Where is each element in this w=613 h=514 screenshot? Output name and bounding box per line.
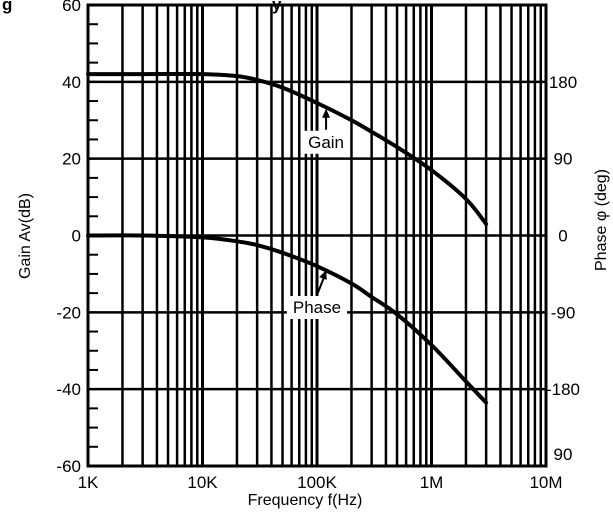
left-y-tick-label: -20 [56,303,81,322]
right-y-tick-label: 90 [554,150,573,169]
callout-gain-arrow-head [322,108,331,118]
right-y-tick-label: 180 [549,73,577,92]
right-y-tick-labels: 180 90 0 -90 -180 90 [546,73,580,464]
left-axis-minor-ticks [88,23,98,448]
callout-phase-label: Phase [293,298,341,317]
x-tick-label: 100K [297,473,337,492]
chart-title-partial-right: y [272,0,282,14]
callout-phase: Phase [286,270,348,319]
x-axis-title: Frequency f(Hz) [248,492,363,509]
left-y-tick-labels: 60 40 20 0 -20 -40 -60 [56,0,81,476]
x-tick-labels: 1K 10K 100K 1M 10M [78,473,563,492]
series-line-phase [86,233,489,405]
right-y-tick-label: -90 [551,303,576,322]
callout-phase-arrow-head [319,270,327,280]
left-y-tick-label: 40 [62,73,81,92]
x-tick-label: 1M [420,473,444,492]
x-tick-label: 10M [529,473,562,492]
x-tick-label: 1K [78,473,99,492]
chart-title-partial-left: g [2,0,12,14]
series-lines [86,71,489,405]
callout-gain-label: Gain [308,133,344,152]
left-y-tick-label: -40 [56,380,81,399]
callout-gain-background [302,130,351,154]
callouts: Gain Phase [286,108,351,319]
right-y-tick-label: 90 [554,445,573,464]
series-line-gain [86,71,489,226]
left-y-tick-label: 60 [62,0,81,15]
right-y-axis-title: Phase φ (deg) [593,169,610,271]
x-tick-label: 10K [187,473,218,492]
left-y-tick-label: -60 [56,457,81,476]
left-y-axis-title: Gain Av(dB) [17,193,34,279]
left-y-tick-label: 0 [72,227,81,246]
chart-title-area: g y [2,0,282,14]
callout-gain: Gain [302,108,351,154]
right-y-tick-label: -180 [546,380,580,399]
callout-phase-background [286,295,348,319]
left-y-tick-label: 20 [62,150,81,169]
right-y-tick-label: 0 [558,227,567,246]
